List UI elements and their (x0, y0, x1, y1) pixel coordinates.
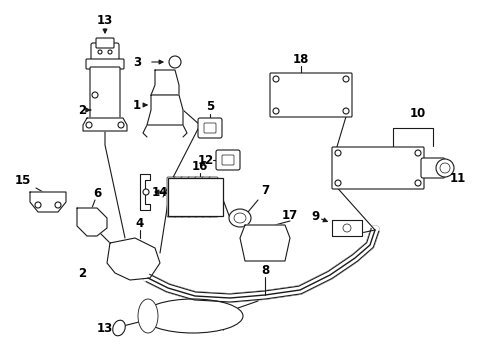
FancyBboxPatch shape (216, 150, 240, 170)
Text: 3: 3 (133, 55, 141, 68)
FancyBboxPatch shape (195, 177, 203, 217)
Polygon shape (77, 208, 107, 236)
FancyBboxPatch shape (91, 43, 119, 67)
Circle shape (142, 189, 149, 195)
FancyBboxPatch shape (420, 158, 444, 178)
Text: 8: 8 (260, 264, 268, 276)
Circle shape (414, 180, 420, 186)
Circle shape (272, 108, 279, 114)
Text: 5: 5 (205, 99, 214, 113)
FancyBboxPatch shape (90, 67, 120, 119)
Circle shape (108, 50, 112, 54)
Text: 11: 11 (449, 171, 465, 185)
Text: 16: 16 (191, 159, 208, 172)
Ellipse shape (142, 299, 243, 333)
FancyBboxPatch shape (269, 73, 351, 117)
Polygon shape (240, 225, 289, 261)
Circle shape (435, 159, 453, 177)
Circle shape (342, 108, 348, 114)
Ellipse shape (138, 299, 158, 333)
Text: 10: 10 (409, 107, 425, 120)
Circle shape (98, 50, 102, 54)
Text: 2: 2 (78, 104, 86, 117)
FancyBboxPatch shape (181, 177, 190, 217)
FancyBboxPatch shape (187, 177, 197, 217)
Polygon shape (107, 238, 160, 280)
Ellipse shape (113, 320, 125, 336)
FancyBboxPatch shape (331, 147, 423, 189)
Text: 17: 17 (281, 208, 298, 221)
Text: 2: 2 (78, 267, 86, 280)
Polygon shape (147, 95, 183, 125)
FancyBboxPatch shape (202, 177, 210, 217)
Text: 1: 1 (133, 99, 141, 112)
FancyBboxPatch shape (203, 123, 216, 133)
Text: 12: 12 (198, 153, 214, 166)
Text: 13: 13 (97, 14, 113, 27)
Text: 9: 9 (310, 210, 319, 222)
FancyBboxPatch shape (198, 118, 222, 138)
Circle shape (334, 180, 340, 186)
Ellipse shape (234, 213, 245, 223)
Polygon shape (30, 192, 66, 212)
Text: 18: 18 (292, 53, 308, 66)
Circle shape (342, 76, 348, 82)
Polygon shape (151, 70, 179, 95)
Circle shape (35, 202, 41, 208)
Polygon shape (140, 174, 150, 210)
Ellipse shape (228, 209, 250, 227)
Bar (168, 178, 223, 216)
Text: 4: 4 (136, 216, 144, 230)
FancyBboxPatch shape (174, 177, 183, 217)
FancyBboxPatch shape (96, 38, 114, 48)
Text: 14: 14 (151, 185, 168, 198)
Text: 13: 13 (97, 322, 113, 335)
FancyBboxPatch shape (208, 177, 218, 217)
Text: 7: 7 (261, 184, 268, 197)
Circle shape (334, 150, 340, 156)
Circle shape (414, 150, 420, 156)
Polygon shape (331, 220, 361, 236)
Circle shape (169, 56, 181, 68)
Circle shape (342, 224, 350, 232)
Text: 15: 15 (15, 174, 31, 186)
Circle shape (118, 122, 124, 128)
FancyBboxPatch shape (222, 155, 234, 165)
Polygon shape (83, 118, 127, 131)
Circle shape (86, 122, 92, 128)
FancyBboxPatch shape (86, 59, 124, 69)
Circle shape (92, 92, 98, 98)
Circle shape (439, 163, 449, 173)
Circle shape (272, 76, 279, 82)
Circle shape (55, 202, 61, 208)
FancyBboxPatch shape (167, 177, 176, 217)
Text: 6: 6 (93, 186, 101, 199)
